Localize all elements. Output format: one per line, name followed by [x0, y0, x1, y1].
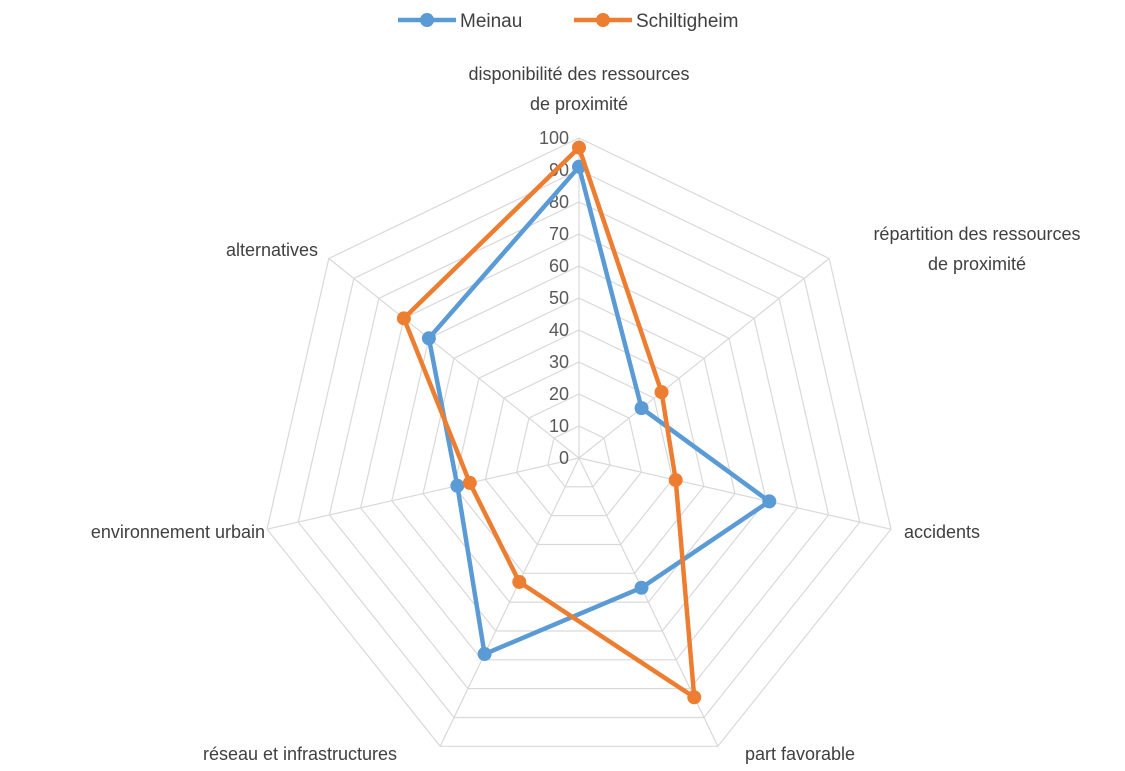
- legend-swatch-marker: [596, 13, 610, 27]
- radar-grid: [266, 137, 892, 747]
- grid-ring-40: [453, 329, 705, 574]
- spoke-2: [578, 457, 892, 530]
- spoke-1: [578, 258, 830, 459]
- tick-label-20: 20: [549, 384, 569, 404]
- tick-label-70: 70: [549, 224, 569, 244]
- tick-label-60: 60: [549, 256, 569, 276]
- data-point-meinau-6: [421, 331, 436, 346]
- data-point-meinau-5: [450, 478, 465, 493]
- spoke-5: [266, 457, 580, 530]
- data-point-schiltigheim-4: [512, 574, 527, 589]
- tick-label-10: 10: [549, 416, 569, 436]
- tick-label-100: 100: [539, 128, 569, 148]
- data-point-schiltigheim-1: [654, 385, 669, 400]
- grid-ring-90: [297, 169, 861, 719]
- axis-label-6: alternatives: [226, 240, 318, 260]
- legend-label: Meinau: [460, 11, 522, 32]
- spoke-6: [328, 258, 580, 459]
- data-point-meinau-2: [762, 494, 777, 509]
- grid-ring-50: [422, 297, 736, 603]
- data-point-schiltigheim-6: [396, 311, 411, 326]
- tick-label-30: 30: [549, 352, 569, 372]
- data-point-schiltigheim-5: [462, 475, 477, 490]
- series-line-meinau: [426, 164, 772, 657]
- legend-item-schiltigheim: Schiltigheim: [574, 11, 738, 32]
- data-series: [396, 140, 777, 705]
- series-schiltigheim: [396, 140, 702, 705]
- legend-swatch-marker: [420, 13, 434, 27]
- legend-item-meinau: Meinau: [398, 11, 522, 32]
- spoke-4: [439, 457, 580, 747]
- grid-ring-100: [266, 137, 892, 747]
- data-point-meinau-3: [634, 580, 649, 595]
- data-point-meinau-4: [477, 647, 492, 662]
- axis-label-4: réseau et infrastructures: [203, 744, 397, 764]
- axis-label-0: disponibilité des ressources de proximité: [468, 64, 689, 114]
- grid-ring-70: [359, 233, 799, 661]
- axis-label-3: part favorable: [745, 744, 855, 764]
- data-point-schiltigheim-2: [668, 473, 683, 488]
- grid-ring-20: [515, 393, 643, 517]
- tick-label-40: 40: [549, 320, 569, 340]
- data-point-schiltigheim-3: [687, 690, 702, 705]
- legend: Meinau Schiltigheim: [398, 11, 738, 32]
- data-point-schiltigheim-0: [572, 140, 586, 155]
- grid-ring-30: [484, 361, 674, 546]
- axis-label-5: environnement urbain: [91, 522, 265, 542]
- tick-label-0: 0: [559, 448, 569, 468]
- axis-label-2: accidents: [904, 522, 980, 542]
- grid-ring-10: [547, 425, 611, 488]
- legend-label: Schiltigheim: [636, 11, 738, 32]
- series-line-schiltigheim: [401, 145, 697, 700]
- series-meinau: [421, 159, 777, 662]
- tick-label-50: 50: [549, 288, 569, 308]
- data-point-meinau-1: [634, 401, 649, 416]
- grid-ring-80: [328, 201, 830, 690]
- axis-label-1: répartition des ressources de proximité: [873, 224, 1080, 274]
- category-axis-labels: disponibilité des ressources de proximité…: [91, 64, 1081, 764]
- radar-spokes: [266, 138, 892, 747]
